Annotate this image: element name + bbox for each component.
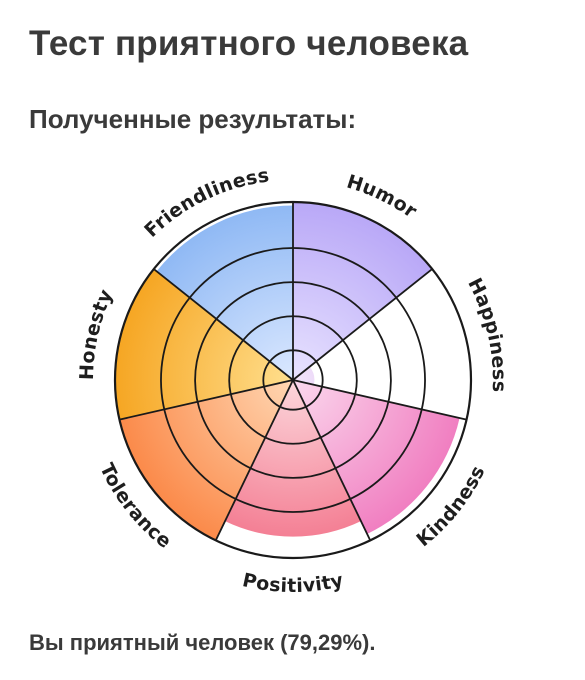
sectors bbox=[115, 202, 460, 541]
grid-spoke-3 bbox=[292, 379, 467, 421]
result-text: Вы приятный человек (79,29%). bbox=[29, 630, 376, 655]
page-title: Тест приятного человека bbox=[29, 24, 469, 63]
grid-spoke-2 bbox=[292, 268, 433, 381]
label-honesty: Honesty bbox=[76, 286, 118, 381]
grid bbox=[113, 200, 473, 560]
sector-positivity bbox=[225, 380, 361, 537]
results-heading: Полученные результаты: bbox=[29, 104, 357, 134]
sector-honesty bbox=[115, 269, 293, 420]
label-positivity: Positivity bbox=[240, 569, 345, 597]
sector-friendliness bbox=[156, 205, 293, 380]
grid-spoke-6 bbox=[119, 379, 294, 421]
grid-spoke-4 bbox=[292, 379, 372, 541]
sector-happiness bbox=[293, 366, 315, 385]
personality-polar-chart: HumorHappinessKindnessPositivityToleranc… bbox=[76, 164, 510, 597]
sector-humor bbox=[293, 202, 433, 380]
grid-spoke-7 bbox=[153, 268, 294, 381]
sector-kindness bbox=[293, 380, 460, 534]
grid-spoke-5 bbox=[214, 379, 294, 541]
